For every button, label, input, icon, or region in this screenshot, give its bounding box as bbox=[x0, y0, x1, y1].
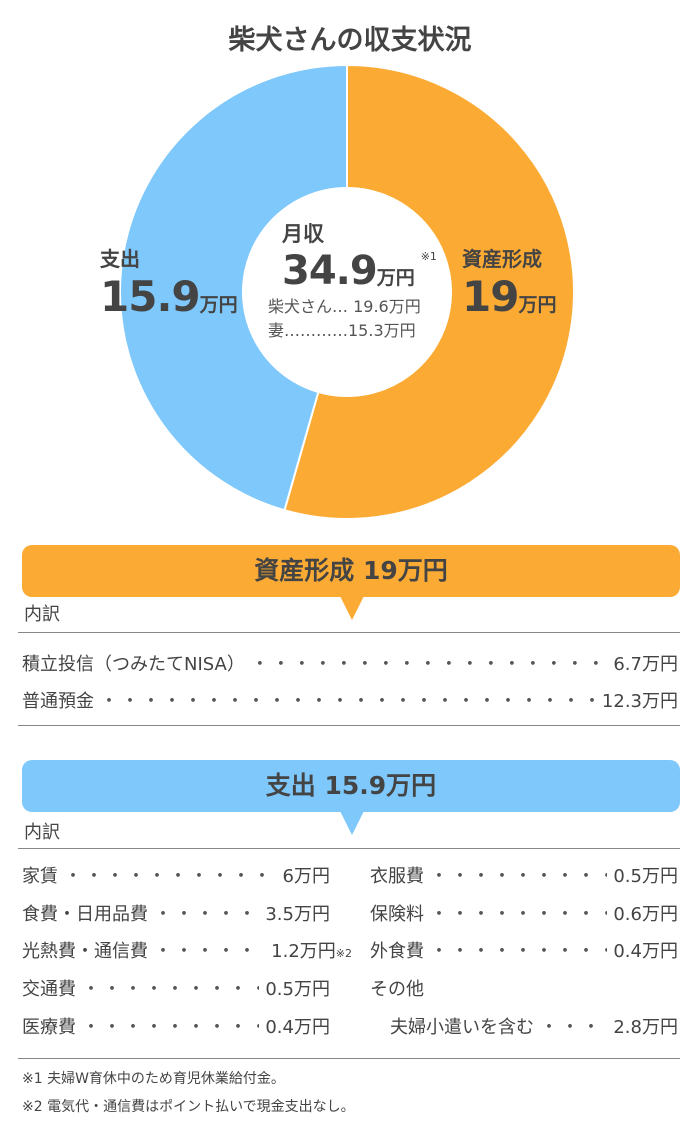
leader-dots: ・・・・・・・・・・・・・・・・・・・・・・・・・・・・・・・・・・・・・・・・… bbox=[540, 1017, 607, 1038]
expense-breakdown-label: 内訳 bbox=[24, 822, 60, 843]
asset-label-value: 19 bbox=[462, 272, 519, 321]
leader-dots: ・・・・・・・・・・・・・・・・・・・・・・・・・・・・・・・・・・・・・・・・… bbox=[100, 691, 596, 712]
expense-section-pointer bbox=[340, 811, 364, 835]
leader-dots: ・・・・・・・・・・・・・・・・・・・・・・・・・・・・・・・・・・・・・・・・… bbox=[82, 979, 259, 1000]
item-value: 1.2万円 bbox=[271, 941, 336, 962]
expense-section-header: 支出 15.9万円 bbox=[22, 760, 680, 812]
list-item: 光熱費・通信費 ・・・・・・・・・・・・・・・・・・・・・・・・・・・・・・・・… bbox=[22, 937, 352, 963]
item-value: 0.5万円 bbox=[265, 979, 330, 1000]
item-label: 積立投信（つみたてNISA） bbox=[22, 654, 245, 675]
leader-dots: ・・・・・・・・・・・・・・・・・・・・・・・・・・・・・・・・・・・・・・・・… bbox=[430, 941, 607, 962]
center-income-name: 月収 bbox=[282, 222, 324, 246]
item-value: 6.7万円 bbox=[613, 654, 678, 675]
donut-chart bbox=[119, 63, 575, 520]
asset-label-name: 資産形成 bbox=[462, 247, 542, 271]
divider bbox=[18, 725, 680, 726]
item-value: 2.8万円 bbox=[613, 1017, 678, 1038]
item-note: ※2 bbox=[335, 947, 352, 960]
item-label: その他 bbox=[370, 979, 424, 1000]
leader-dots: ・・・・・・・・・・・・・・・・・・・・・・・・・・・・・・・・・・・・・・・・… bbox=[82, 1017, 259, 1038]
item-label: 普通預金 bbox=[22, 691, 94, 712]
center-income-value: 34.9 bbox=[282, 248, 378, 294]
center-income-line-2: 妻…………15.3万円 bbox=[268, 321, 416, 340]
asset-label-unit: 万円 bbox=[518, 294, 557, 316]
item-value: 0.5万円 bbox=[613, 866, 678, 887]
item-value: 12.3万円 bbox=[601, 691, 678, 712]
item-label: 外食費 bbox=[370, 941, 424, 962]
list-item: その他 bbox=[370, 975, 678, 1001]
expense-label-unit: 万円 bbox=[199, 294, 238, 316]
item-value: 0.4万円 bbox=[265, 1017, 330, 1038]
list-item: 衣服費 ・・・・・・・・・・・・・・・・・・・・・・・・・・・・・・・・・・・・… bbox=[370, 862, 678, 888]
item-label: 食費・日用品費 bbox=[22, 904, 148, 925]
expense-label-name: 支出 bbox=[100, 247, 140, 271]
list-item: 医療費 ・・・・・・・・・・・・・・・・・・・・・・・・・・・・・・・・・・・・… bbox=[22, 1013, 330, 1039]
list-item: 保険料 ・・・・・・・・・・・・・・・・・・・・・・・・・・・・・・・・・・・・… bbox=[370, 900, 678, 926]
asset-section-header: 資産形成 19万円 bbox=[22, 545, 680, 597]
footnote-1: ※1 夫婦W育休中のため育児休業給付金。 bbox=[22, 1071, 285, 1087]
list-item: 食費・日用品費 ・・・・・・・・・・・・・・・・・・・・・・・・・・・・・・・・… bbox=[22, 900, 330, 926]
list-item: 夫婦小遣いを含む ・・・・・・・・・・・・・・・・・・・・・・・・・・・・・・・… bbox=[390, 1013, 678, 1039]
donut-slice-expense bbox=[119, 63, 348, 512]
item-label: 衣服費 bbox=[370, 866, 424, 887]
list-item: 交通費 ・・・・・・・・・・・・・・・・・・・・・・・・・・・・・・・・・・・・… bbox=[22, 975, 330, 1001]
divider bbox=[18, 848, 680, 849]
list-item: 積立投信（つみたてNISA） ・・・・・・・・・・・・・・・・・・・・・・・・・… bbox=[22, 650, 678, 676]
item-value: 6万円 bbox=[282, 866, 330, 887]
list-item: 家賃 ・・・・・・・・・・・・・・・・・・・・・・・・・・・・・・・・・・・・・… bbox=[22, 862, 330, 888]
leader-dots: ・・・・・・・・・・・・・・・・・・・・・・・・・・・・・・・・・・・・・・・・… bbox=[430, 904, 607, 925]
chart-title: 柴犬さんの収支状況 bbox=[228, 25, 472, 56]
leader-dots: ・・・・・・・・・・・・・・・・・・・・・・・・・・・・・・・・・・・・・・・・… bbox=[154, 904, 259, 925]
leader-dots: ・・・・・・・・・・・・・・・・・・・・・・・・・・・・・・・・・・・・・・・・… bbox=[64, 866, 277, 887]
item-value: 0.4万円 bbox=[613, 941, 678, 962]
center-income: 月収 34.9万円 ※1 柴犬さん… 19.6万円 妻…………15.3万円 bbox=[252, 218, 442, 342]
leader-dots: ・・・・・・・・・・・・・・・・・・・・・・・・・・・・・・・・・・・・・・・・… bbox=[430, 866, 607, 887]
footnote-2: ※2 電気代・通信費はポイント払いで現金支出なし。 bbox=[22, 1099, 355, 1115]
asset-breakdown-label: 内訳 bbox=[24, 604, 60, 625]
donut-hole bbox=[242, 187, 452, 397]
item-label: 交通費 bbox=[22, 979, 76, 1000]
divider bbox=[18, 1058, 680, 1059]
leader-dots: ・・・・・・・・・・・・・・・・・・・・・・・・・・・・・・・・・・・・・・・・… bbox=[250, 654, 608, 675]
center-income-line-1: 柴犬さん… 19.6万円 bbox=[268, 297, 421, 316]
asset-label: 資産形成 19万円 bbox=[462, 243, 556, 321]
item-value: 3.5万円 bbox=[265, 904, 330, 925]
item-label: 保険料 bbox=[370, 904, 424, 925]
center-income-note: ※1 bbox=[420, 250, 437, 263]
item-label: 医療費 bbox=[22, 1017, 76, 1038]
item-label: 光熱費・通信費 bbox=[22, 941, 148, 962]
list-item: 外食費 ・・・・・・・・・・・・・・・・・・・・・・・・・・・・・・・・・・・・… bbox=[370, 937, 678, 963]
item-value: 0.6万円 bbox=[613, 904, 678, 925]
divider bbox=[18, 632, 680, 633]
center-income-unit: 万円 bbox=[376, 267, 415, 289]
expense-label: 支出 15.9万円 bbox=[100, 243, 238, 321]
item-label: 夫婦小遣いを含む bbox=[390, 1017, 534, 1038]
asset-section-pointer bbox=[340, 596, 364, 620]
expense-label-value: 15.9 bbox=[100, 272, 201, 321]
list-item: 普通預金 ・・・・・・・・・・・・・・・・・・・・・・・・・・・・・・・・・・・… bbox=[22, 687, 678, 713]
leader-dots: ・・・・・・・・・・・・・・・・・・・・・・・・・・・・・・・・・・・・・・・・… bbox=[154, 941, 265, 962]
item-label: 家賃 bbox=[22, 866, 58, 887]
